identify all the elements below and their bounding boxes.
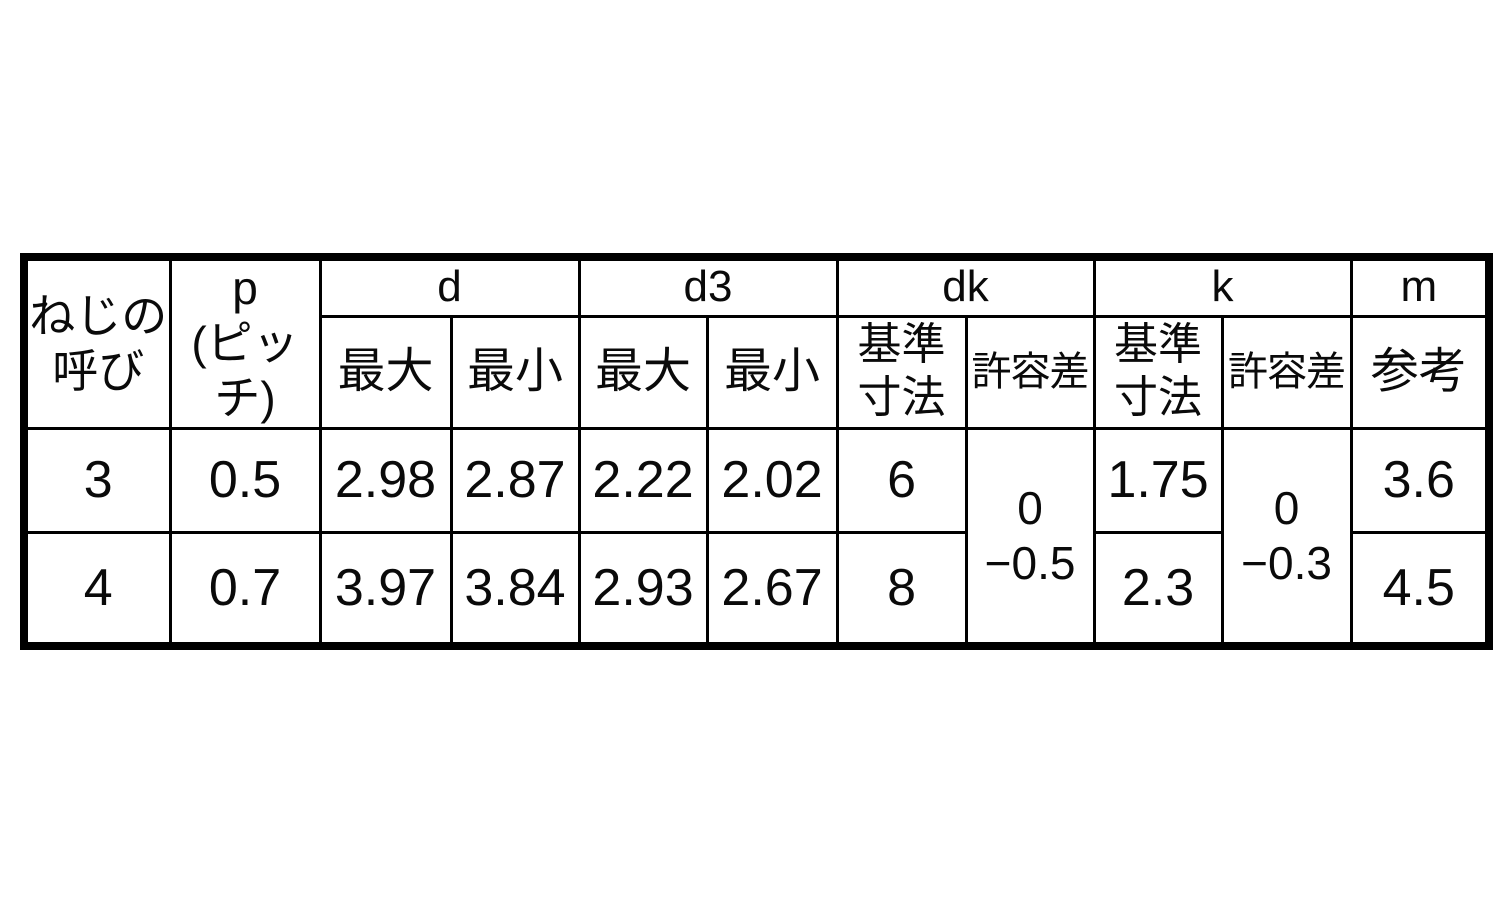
header-m-reference: 参考 (1349, 314, 1491, 430)
header-d-max: 最大 (318, 314, 453, 430)
cell-r2-dk-basic: 8 (835, 530, 968, 648)
header-d3-max: 最大 (577, 314, 709, 430)
header-sub-row: 最大 最小 最大 最小 基準 寸法 許容差 基準 寸法 許容差 参考 (24, 314, 1491, 430)
cell-r2-screw-name: 4 (22, 530, 172, 648)
cell-r2-d3-min: 2.67 (705, 530, 839, 648)
header-group-dk: dk (835, 255, 1096, 318)
cell-k-tolerance-merged: 0 −0.3 (1220, 426, 1353, 648)
header-group-m: m (1349, 255, 1491, 318)
cell-r1-d-min: 2.87 (449, 426, 581, 534)
cell-dk-tolerance-merged: 0 −0.5 (964, 426, 1096, 648)
header-group-d: d (318, 255, 581, 318)
header-k-basic-dimension: 基準 寸法 (1092, 314, 1224, 430)
cell-r1-dk-basic: 6 (835, 426, 968, 534)
cell-r1-d3-min: 2.02 (705, 426, 839, 534)
cell-r1-m-reference: 3.6 (1349, 426, 1491, 534)
cell-r2-pitch: 0.7 (168, 530, 322, 648)
header-pitch: p (ピッチ) (168, 255, 322, 430)
header-d-min: 最小 (449, 314, 581, 430)
cell-r2-m-reference: 4.5 (1349, 530, 1491, 648)
cell-r1-k-basic: 1.75 (1092, 426, 1224, 534)
cell-r1-pitch: 0.5 (168, 426, 322, 534)
screw-dimension-table: ねじの 呼び p (ピッチ) d d3 dk k m 最大 最小 最大 最小 基… (20, 253, 1494, 651)
header-group-row: ねじの 呼び p (ピッチ) d d3 dk k m (22, 255, 1491, 430)
cell-r2-d-max: 3.97 (318, 530, 453, 648)
table-row-m4: 4 0.7 3.97 3.84 2.93 2.67 8 2.3 4.5 (22, 530, 1491, 648)
cell-r2-d3-max: 2.93 (577, 530, 709, 648)
cell-r1-screw-name: 3 (22, 426, 172, 534)
header-d3-min: 最小 (705, 314, 839, 430)
table-row-m3: 3 0.5 2.98 2.87 2.22 2.02 6 0 −0.5 1.75 … (22, 426, 1491, 648)
header-group-d3: d3 (577, 255, 839, 318)
cell-r2-d-min: 3.84 (449, 530, 581, 648)
cell-r1-d-max: 2.98 (318, 426, 453, 534)
cell-r1-d3-max: 2.22 (577, 426, 709, 534)
cell-r2-k-basic: 2.3 (1092, 530, 1224, 648)
header-group-k: k (1092, 255, 1353, 318)
header-screw-name: ねじの 呼び (22, 255, 172, 430)
header-dk-basic-dimension: 基準 寸法 (835, 314, 968, 430)
header-k-tolerance: 許容差 (1220, 314, 1353, 430)
header-dk-tolerance: 許容差 (964, 314, 1096, 430)
